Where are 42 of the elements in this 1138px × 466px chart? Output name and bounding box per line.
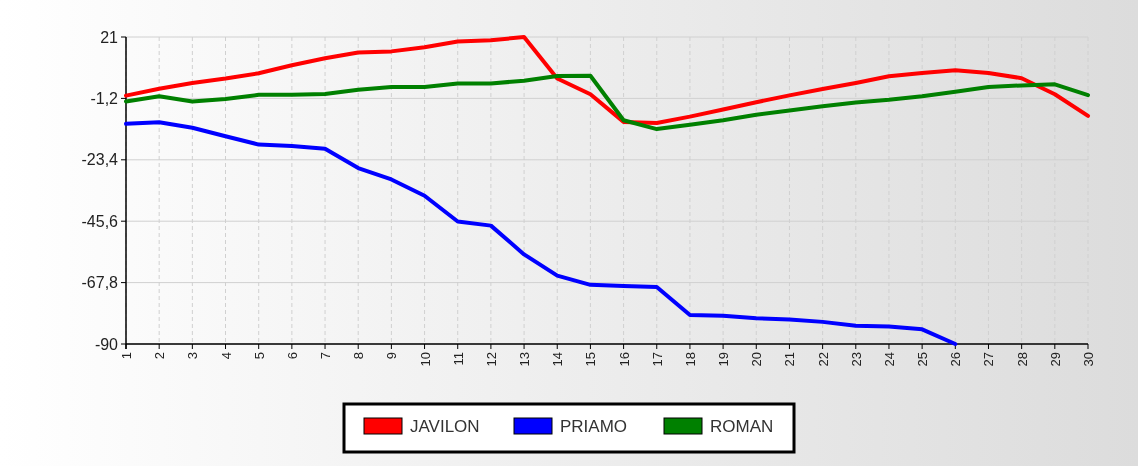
y-tick-label: -67,8: [81, 274, 119, 292]
legend-label: ROMAN: [710, 416, 774, 436]
x-tick-label: 17: [649, 352, 665, 367]
y-tick-label: -45,6: [81, 212, 119, 230]
x-tick-label: 8: [351, 352, 367, 360]
y-tick-label: -90: [94, 335, 119, 353]
x-tick-label: 10: [417, 352, 433, 367]
x-tick-label: 18: [682, 352, 698, 367]
x-tick-label: 25: [915, 352, 931, 367]
x-tick-label: 9: [384, 352, 400, 360]
x-tick-label: 24: [881, 352, 897, 367]
x-tick-label: 5: [251, 352, 267, 360]
x-tick-label: 2: [152, 352, 168, 360]
x-tick-label: 14: [550, 352, 566, 367]
x-tick-label: 1: [119, 352, 134, 360]
y-tick-label: -1,2: [90, 90, 119, 107]
x-tick-label: 6: [284, 352, 300, 360]
x-tick-label: 20: [749, 352, 765, 367]
y-tick-label: 21: [100, 28, 119, 46]
x-tick-label: 27: [981, 352, 997, 367]
x-tick-label: 29: [1047, 352, 1063, 367]
x-tick-label: 11: [450, 352, 466, 366]
line-series: [124, 120, 958, 346]
y-tick-label: -23,4: [81, 151, 119, 169]
x-tick-label: 22: [815, 352, 831, 367]
x-tick-label: 19: [716, 352, 732, 367]
x-tick-label: 7: [318, 352, 334, 360]
x-tick-label: 15: [583, 352, 599, 367]
x-tick-label: 4: [218, 352, 234, 360]
legend-label: JAVILON: [410, 416, 480, 436]
legend-label: PRIAMO: [560, 416, 628, 436]
x-tick-label: 13: [517, 352, 533, 367]
x-tick-label: 3: [185, 352, 201, 360]
x-tick-label: 16: [616, 352, 632, 367]
line-series: [124, 35, 1090, 126]
x-tick-label: 21: [782, 352, 798, 367]
x-tick-label: 12: [483, 352, 499, 367]
x-tick-label: 26: [948, 352, 964, 367]
x-tick-label: 28: [1014, 352, 1030, 367]
line-series: [124, 73, 1090, 132]
x-tick-label: 23: [848, 352, 864, 367]
x-tick-label: 30: [1081, 352, 1096, 367]
